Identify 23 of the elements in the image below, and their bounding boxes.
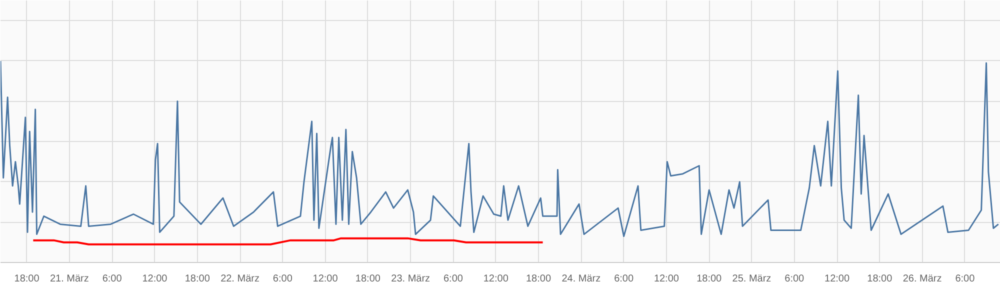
x-tick-label: 6:00	[102, 274, 122, 284]
x-tick-label: 18:00	[867, 274, 893, 284]
x-tick-label: 18:00	[355, 274, 381, 284]
x-tick-label: 12:00	[312, 274, 338, 284]
x-tick-label: 6:00	[272, 274, 293, 284]
x-tick-label: 22. März	[220, 274, 260, 284]
x-tick-label: 26. März	[902, 274, 942, 284]
x-tick-label: 6:00	[614, 274, 634, 284]
x-tick-label: 12:00	[483, 274, 509, 284]
x-tick-label: 21. März	[50, 274, 89, 284]
x-tick-label: 6:00	[784, 274, 805, 284]
x-tick-label: 23. März	[391, 274, 430, 284]
x-tick-label: 24. März	[562, 274, 601, 284]
x-tick-label: 12:00	[654, 274, 680, 284]
x-tick-label: 25. März	[732, 274, 772, 284]
x-tick-label: 18:00	[14, 274, 40, 284]
x-tick-label: 18:00	[526, 274, 552, 284]
x-tick-label: 6:00	[444, 274, 464, 284]
x-tick-label: 18:00	[184, 274, 210, 284]
x-tick-label: 18:00	[696, 274, 722, 284]
x-tick-label: 12:00	[142, 274, 168, 284]
x-tick-label: 6:00	[955, 274, 976, 284]
x-tick-label: 12:00	[824, 274, 850, 284]
